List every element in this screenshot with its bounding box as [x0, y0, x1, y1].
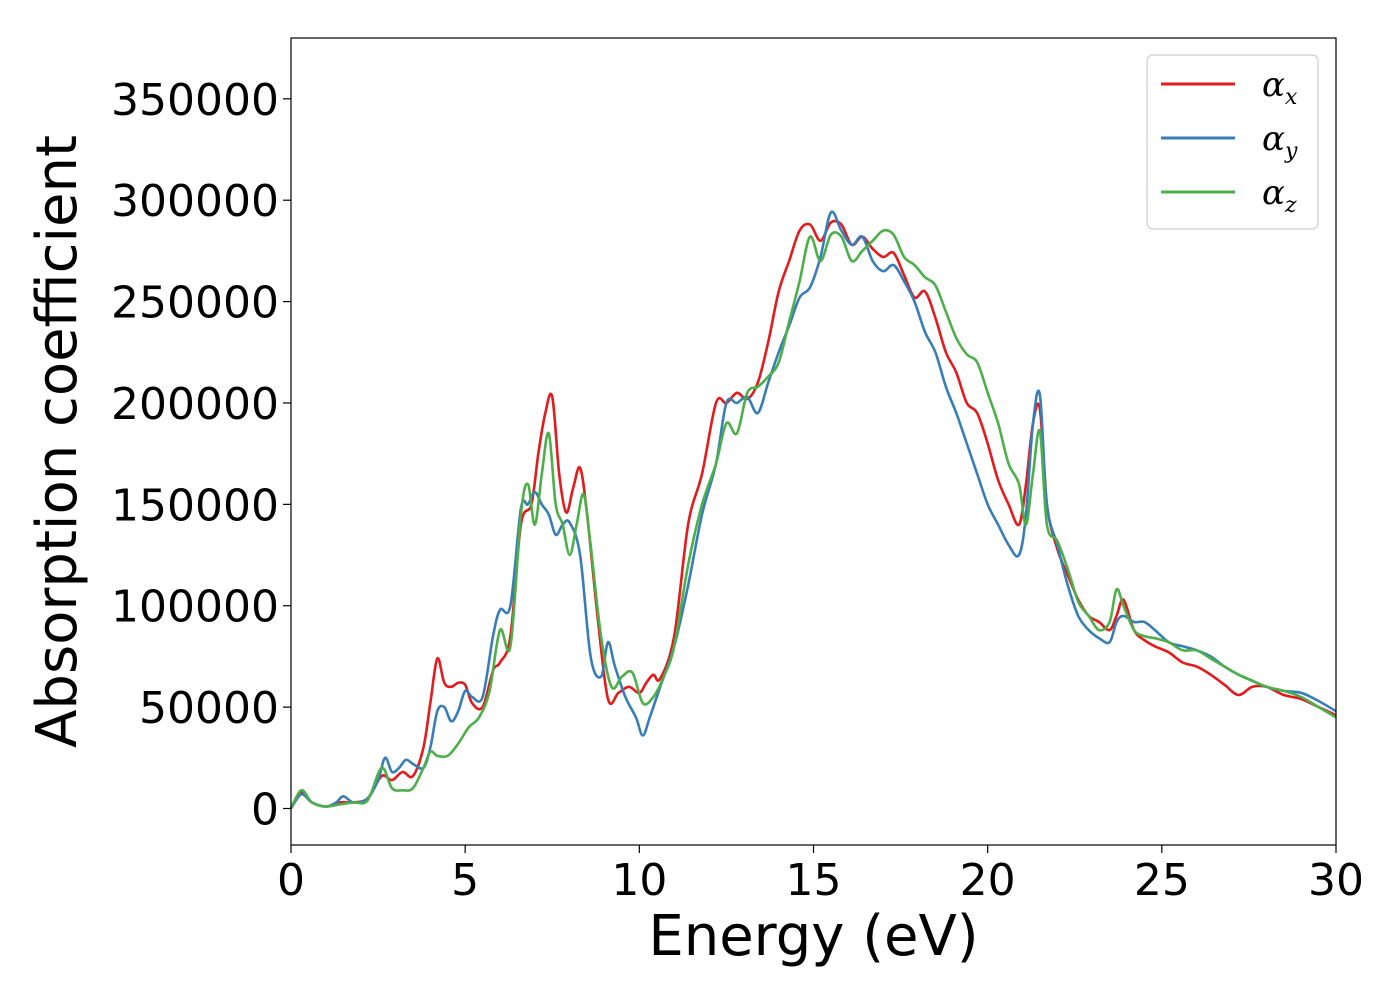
legend-label-subscript: z [1284, 193, 1297, 218]
series-line-y [289, 210, 1337, 810]
x-tick-label: 20 [960, 855, 1016, 906]
series-line-z [289, 228, 1337, 810]
series-line-x [289, 219, 1337, 810]
legend-label-subscript: x [1285, 85, 1298, 110]
y-tick-label: 0 [251, 785, 279, 836]
legend-label-base: α [1262, 65, 1285, 105]
x-tick-label: 0 [277, 855, 305, 906]
series-layer [289, 210, 1337, 810]
y-tick-label: 200000 [111, 379, 279, 430]
y-tick-label: 100000 [111, 582, 279, 633]
x-axis-title: Energy (eV) [648, 904, 978, 969]
y-tick-label: 50000 [139, 683, 279, 734]
x-tick-label: 5 [451, 855, 479, 906]
legend-box [1146, 54, 1319, 230]
x-tick-label: 30 [1308, 855, 1364, 906]
y-axis-title: Absorption coefficient [25, 135, 90, 748]
y-tick-label: 150000 [111, 480, 279, 531]
legend-label-z: αz [1262, 173, 1297, 218]
legend-label-base: α [1262, 119, 1285, 159]
y-tick-label: 350000 [111, 75, 279, 126]
x-tick-label: 25 [1134, 855, 1190, 906]
x-tick-label: 15 [786, 855, 842, 906]
y-tick-label: 300000 [111, 176, 279, 227]
legend-label-base: α [1262, 173, 1285, 213]
legend-label-y: αy [1262, 119, 1298, 164]
legend-label-x: αx [1262, 65, 1298, 110]
y-axis-ticks: 0 50000 100000 150000 200000 250000 300000 3500… [111, 75, 291, 836]
y-tick-label: 250000 [111, 278, 279, 329]
x-tick-label: 10 [611, 855, 667, 906]
legend-label-subscript: y [1284, 139, 1298, 164]
x-axis-ticks: 0 5 10 15 20 25 30 [277, 845, 1364, 906]
